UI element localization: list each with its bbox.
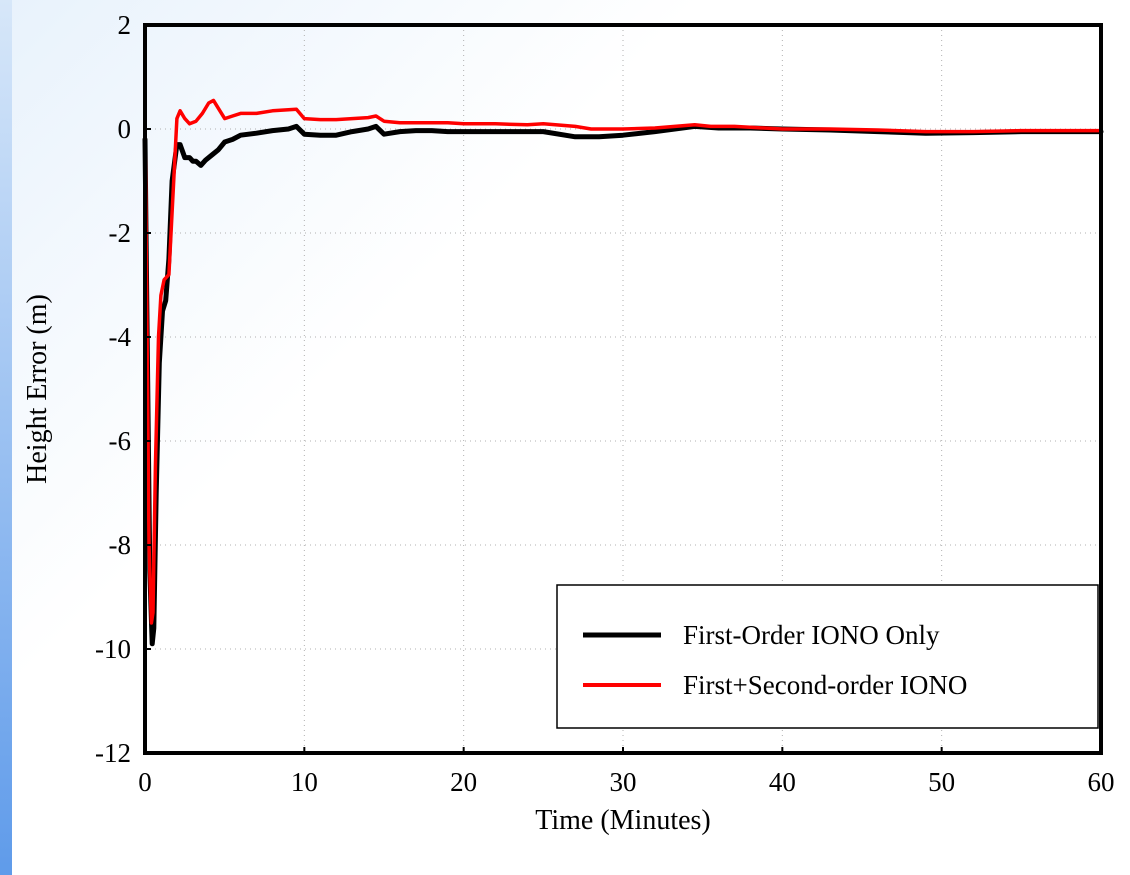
y-tick-label: -12 (95, 738, 131, 768)
y-tick-label: -4 (109, 322, 132, 352)
series-line-first-second-order (143, 98, 1103, 625)
legend-box (556, 584, 1099, 729)
x-tick-label: 0 (138, 767, 152, 797)
y-tick-label: 2 (118, 10, 132, 40)
legend: First-Order IONO Only First+Second-order… (556, 584, 1099, 729)
x-tick-label: 30 (610, 767, 637, 797)
series-lines (142, 98, 1104, 647)
x-tick-label: 40 (769, 767, 796, 797)
x-tick-label: 20 (450, 767, 477, 797)
x-tick-label: 60 (1088, 767, 1115, 797)
y-tick-label: -2 (109, 218, 132, 248)
y-tick-label: -10 (95, 634, 131, 664)
y-tick-label: -6 (109, 426, 132, 456)
x-tick-label: 10 (291, 767, 318, 797)
x-axis-title: Time (Minutes) (535, 805, 711, 836)
legend-label-first-second-order: First+Second-order IONO (683, 670, 967, 700)
y-axis-ticks: 2 0 -2 -4 -6 -8 -10 -12 (95, 10, 151, 768)
y-axis-title: Height Error (m) (22, 294, 53, 484)
x-tick-label: 50 (928, 767, 955, 797)
y-tick-label: -8 (109, 530, 132, 560)
slide-left-stripe (0, 0, 12, 875)
x-axis-ticks: 0 10 20 30 40 50 60 (138, 747, 1115, 797)
legend-label-first-order: First-Order IONO Only (683, 620, 940, 650)
y-tick-label: 0 (118, 114, 132, 144)
